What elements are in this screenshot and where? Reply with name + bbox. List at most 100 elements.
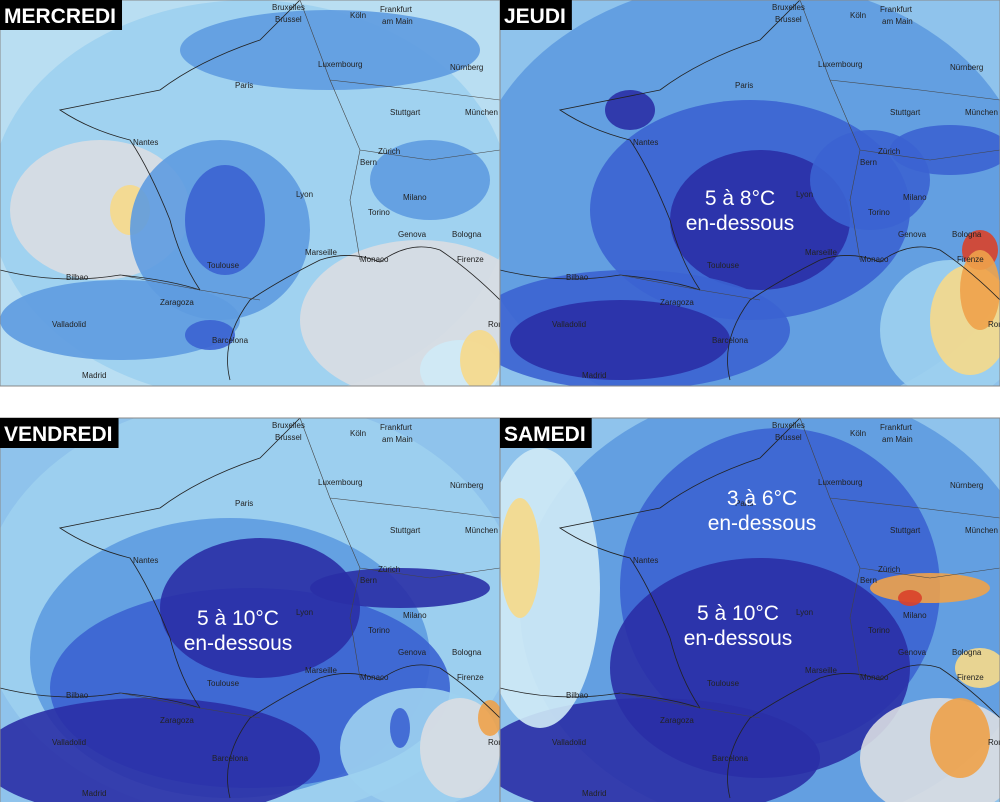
city-label: Torino (868, 626, 890, 635)
city-label: Genova (398, 230, 427, 239)
map-body: Bruxelles Brussel Köln Frankfurt am Main Luxe… (500, 0, 1000, 386)
weather-area (890, 125, 1000, 175)
annotation: en-dessous (684, 627, 793, 650)
city-label: Köln (850, 429, 866, 438)
city-label: München (465, 108, 498, 117)
city-label: Madrid (82, 789, 106, 798)
city-label: Brussel (275, 15, 302, 24)
weather-area (185, 320, 235, 350)
city-label: Bilbao (566, 691, 589, 700)
annotation: 5 à 10°C (197, 607, 279, 630)
city-label: Nantes (133, 138, 158, 147)
city-label: Monaco (860, 673, 889, 682)
city-label: Bern (360, 158, 377, 167)
city-label: Marseille (805, 666, 838, 675)
weather-area (370, 140, 490, 220)
city-label: Stuttgart (890, 108, 921, 117)
border (619, 418, 1000, 719)
weather-area (930, 698, 990, 778)
annotation: en-dessous (184, 632, 293, 655)
city-label: Luxembourg (818, 60, 862, 69)
coastline (500, 418, 1000, 799)
city-label: Valladolid (552, 320, 586, 329)
panel-frame (499, 417, 1000, 802)
city-label: München (465, 526, 498, 535)
city-label: am Main (882, 435, 913, 444)
border (119, 418, 500, 719)
city-label: Toulouse (207, 679, 240, 688)
city-label: Barcelona (212, 754, 249, 763)
city-label: Lyon (296, 190, 313, 199)
city-label: Bilbao (66, 691, 89, 700)
weather-area (460, 330, 500, 386)
city-label: Nürnberg (950, 481, 983, 490)
city-label: am Main (382, 17, 413, 26)
weather-area (510, 300, 730, 380)
city-label: Toulouse (707, 679, 740, 688)
city-label: Bilbao (566, 273, 589, 282)
map-panel: Bruxelles Brussel Köln Frankfurt am Main Luxe… (499, 0, 1000, 387)
city-label: Valladolid (52, 320, 86, 329)
panel-title: MERCREDI (4, 5, 116, 28)
city-label: Madrid (582, 789, 606, 798)
city-label: Firenze (957, 255, 984, 264)
city-label: Genova (898, 230, 927, 239)
coastline (0, 418, 500, 799)
weather-area (955, 648, 1000, 688)
city-label: Valladolid (552, 738, 586, 747)
city-label: Paris (235, 81, 253, 90)
map-body: Bruxelles Brussel Köln Frankfurt am Main Luxe… (500, 418, 1000, 802)
city-label: Brussel (275, 433, 302, 442)
city-label: Genova (898, 648, 927, 657)
city-label: Zaragoza (160, 298, 194, 307)
city-label: Bruxelles (272, 421, 305, 430)
city-label: Madrid (582, 371, 606, 380)
city-label: Marseille (305, 248, 338, 257)
map-body: Bruxelles Brussel Köln Frankfurt am Main Luxe… (0, 0, 500, 386)
map-panel: Bruxelles Brussel Köln Frankfurt am Main Luxe… (0, 417, 501, 802)
city-label: Toulouse (207, 261, 240, 270)
city-label: Paris (735, 499, 753, 508)
city-label: Monaco (860, 255, 889, 264)
city-label: Nantes (633, 138, 658, 147)
weather-area (960, 250, 1000, 330)
city-label: Milano (903, 193, 927, 202)
city-label: Frankfurt (880, 423, 913, 432)
city-label: Firenze (457, 673, 484, 682)
city-label: Bruxelles (272, 3, 305, 12)
city-label: Lyon (796, 190, 813, 199)
city-label: Nantes (633, 556, 658, 565)
weather-area (0, 698, 320, 802)
panel-title: VENDREDI (4, 423, 113, 446)
map-panel: Bruxelles Brussel Köln Frankfurt am Main Luxe… (499, 417, 1000, 802)
city-label: Nürnberg (450, 481, 483, 490)
city-label: Nantes (133, 556, 158, 565)
city-label: Firenze (457, 255, 484, 264)
weather-area (500, 698, 820, 802)
city-label: München (965, 526, 998, 535)
city-label: Nürnberg (950, 63, 983, 72)
city-label: Frankfurt (380, 423, 413, 432)
city-label: Bern (360, 576, 377, 585)
city-label: Bilbao (66, 273, 89, 282)
border (119, 0, 500, 301)
city-label: Luxembourg (318, 478, 362, 487)
weather-area (0, 280, 240, 360)
city-label: Zürich (878, 147, 900, 156)
city-label: Köln (350, 11, 366, 20)
map-panel: Bruxelles Brussel Köln Frankfurt am Main Luxe… (0, 0, 501, 387)
city-label: Lyon (296, 608, 313, 617)
city-label: Stuttgart (890, 526, 921, 535)
title-box (0, 418, 119, 448)
city-label: Bologna (952, 230, 982, 239)
city-label: Toulouse (707, 261, 740, 270)
title-box (0, 0, 123, 30)
city-label: Frankfurt (380, 5, 413, 14)
panel-title: JEUDI (504, 5, 566, 28)
city-label: Roma (988, 738, 1000, 747)
weather-area (478, 700, 500, 736)
city-label: Bologna (952, 648, 982, 657)
city-label: Barcelona (712, 754, 749, 763)
city-label: Roma (988, 320, 1000, 329)
city-label: Torino (368, 626, 390, 635)
